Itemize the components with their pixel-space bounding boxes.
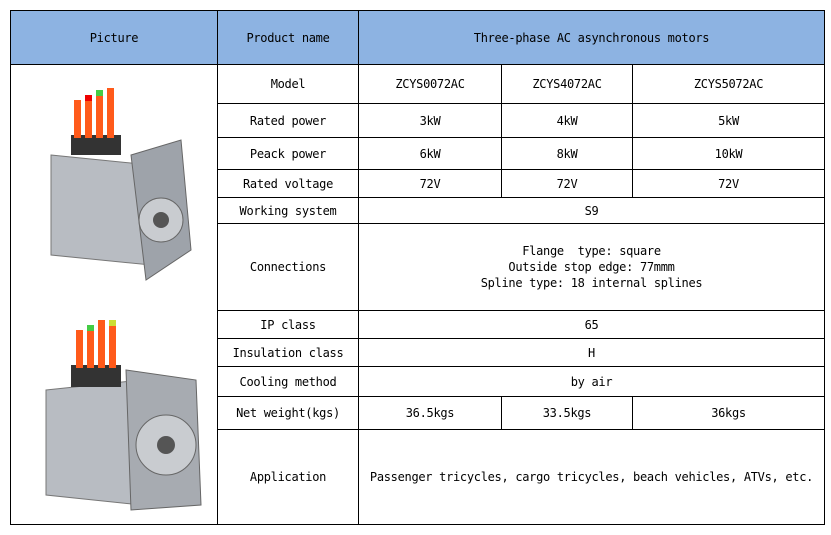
value-net-weight: 36kgs <box>632 396 825 430</box>
label-application: Application <box>217 429 359 525</box>
value-rated-power: 4kW <box>501 103 633 138</box>
value-connections: Flange type: square Outside stop edge: 7… <box>358 223 825 311</box>
value-peak-power: 6kW <box>358 137 502 170</box>
label-net-weight: Net weight(kgs) <box>217 396 359 430</box>
value-peak-power: 10kW <box>632 137 825 170</box>
motor-picture-bottom <box>45 320 202 511</box>
value-cooling-method: by air <box>358 366 825 397</box>
header-picture: Picture <box>10 10 218 65</box>
value-ip-class: 65 <box>358 310 825 339</box>
header-product-name: Product name <box>217 10 359 65</box>
label-rated-power: Rated power <box>217 103 359 138</box>
value-model: ZCYS4072AC <box>501 64 633 104</box>
connections-line: Spline type: 18 internal splines <box>480 276 703 290</box>
value-working-system: S9 <box>358 197 825 224</box>
value-peak-power: 8kW <box>501 137 633 170</box>
value-model: ZCYS0072AC <box>358 64 502 104</box>
spec-table: Picture Product name Three-phase AC asyn… <box>10 10 825 525</box>
value-rated-power: 5kW <box>632 103 825 138</box>
label-model: Model <box>217 64 359 104</box>
motor-picture-top <box>50 88 192 281</box>
value-rated-voltage: 72V <box>501 169 633 198</box>
value-application: Passenger tricycles, cargo tricycles, be… <box>358 429 825 525</box>
label-rated-voltage: Rated voltage <box>217 169 359 198</box>
value-net-weight: 33.5kgs <box>501 396 633 430</box>
label-cooling-method: Cooling method <box>217 366 359 397</box>
label-connections: Connections <box>217 223 359 311</box>
value-model: ZCYS5072AC <box>632 64 825 104</box>
value-insulation-class: H <box>358 338 825 367</box>
value-rated-power: 3kW <box>358 103 502 138</box>
value-rated-voltage: 72V <box>358 169 502 198</box>
connections-line: Flange type: square <box>522 244 661 258</box>
label-working-system: Working system <box>217 197 359 224</box>
product-pictures <box>10 64 218 525</box>
value-rated-voltage: 72V <box>632 169 825 198</box>
connections-line: Outside stop edge: 77mmm <box>508 260 675 274</box>
motor-image <box>45 88 202 511</box>
label-insulation-class: Insulation class <box>217 338 359 367</box>
value-net-weight: 36.5kgs <box>358 396 502 430</box>
label-peak-power: Peack power <box>217 137 359 170</box>
header-product-title: Three-phase AC asynchronous motors <box>358 10 825 65</box>
label-ip-class: IP class <box>217 310 359 339</box>
